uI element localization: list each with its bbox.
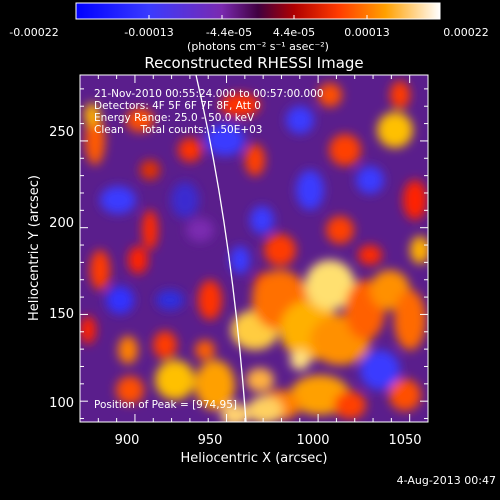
y-tick-label: 150 [49,307,74,322]
image-blob [80,316,96,344]
image-blob [178,138,202,162]
colorbar-gradient [76,3,440,19]
image-blob [171,182,199,218]
peak-position-label: Position of Peak = [974,95] [94,399,237,411]
footer-date: 4-Aug-2013 00:47 [397,474,496,487]
image-blob [286,106,314,134]
image-blob [198,280,222,320]
colorbar-tick-label: 4.4e-05 [273,26,315,39]
image-blob [140,160,160,180]
image-blob [296,170,324,210]
colorbar-tick-label: -0.00022 [9,26,58,39]
y-axis-label: Heliocentric Y (arcsec) [27,175,42,321]
image-blob [358,245,382,265]
image-blob [230,246,250,274]
image-blob [390,81,410,109]
image-blob [394,290,426,350]
colorbar-units: (photons cm⁻² s⁻¹ asec⁻²) [187,40,329,53]
image-blob [153,331,177,359]
image-blob [156,290,184,310]
image-blob [326,216,354,244]
image-blob [186,218,214,242]
image-blob [106,286,134,314]
image-blob [410,236,430,264]
image-blob [128,246,148,274]
image-blob [245,144,265,176]
image-blob [334,391,366,419]
image-blob [356,166,384,194]
y-tick-label: 200 [49,216,74,231]
image-blob [246,368,274,392]
y-tick-label: 250 [49,125,74,140]
colorbar-tick-label: -4.4e-05 [206,26,252,39]
image-blob [100,186,136,214]
image-blob [290,350,310,370]
info-line-counts: Clean Total counts: 1.50E+03 [94,124,263,136]
colorbar-tick-label: 0.00013 [344,26,390,39]
image-blob [118,336,138,364]
image-blob [90,250,110,290]
info-line-detectors: Detectors: 4F 5F 6F 7F 8F, Att 0 [94,100,261,112]
info-line-time: 21-Nov-2010 00:55:24.000 to 00:57:00.000 [94,88,324,100]
plot-title: Reconstructed RHESSI Image [144,54,363,72]
colorbar-tick-label: 0.00022 [443,26,489,39]
x-axis-label: Heliocentric X (arcsec) [181,451,328,466]
y-tick-label: 100 [49,396,74,411]
image-blob [389,379,421,411]
x-tick-label: 1050 [388,433,421,448]
image-blob [403,180,427,220]
image-blob [377,112,413,148]
image-blob [195,340,215,360]
image-blob [155,360,195,400]
x-tick-label: 1000 [296,433,329,448]
image-blob [264,234,296,266]
x-tick-label: 950 [198,433,223,448]
info-line-energy: Energy Range: 25.0 - 50.0 keV [94,112,255,124]
x-tick-label: 900 [115,433,140,448]
image-blob [247,396,283,424]
image-blob [142,210,158,250]
colorbar-tick-label: -0.00013 [124,26,173,39]
image-blob [329,134,361,166]
image-blob [250,206,274,234]
